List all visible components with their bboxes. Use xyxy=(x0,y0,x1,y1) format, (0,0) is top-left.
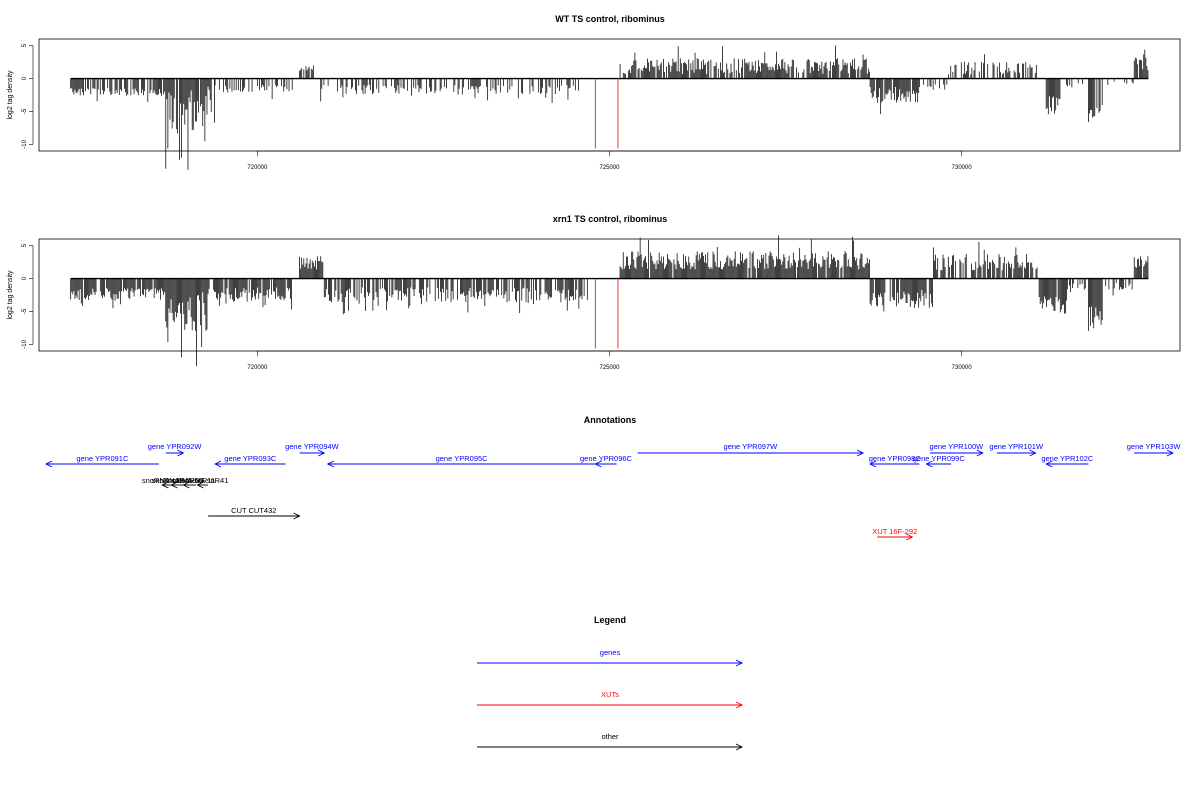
feature-arrow-head xyxy=(214,460,222,468)
legend: Legend genes XUTs other xyxy=(477,615,744,751)
wt-y-axis-label: log2 tag density xyxy=(7,70,14,120)
annotations-title: Annotations xyxy=(584,415,637,425)
feature-arrow-head xyxy=(326,460,334,468)
xrn1-x-tick-label: 720000 xyxy=(247,365,268,371)
feature-label: gene YPR091C xyxy=(76,454,129,463)
feature-arrow-head xyxy=(906,533,914,541)
feature-arrow-head xyxy=(869,460,877,468)
xrn1-coverage-panel: xrn1 TS control, ribominus log2 tag dens… xyxy=(7,214,1181,371)
feature-label: gene YPR093C xyxy=(224,454,277,463)
feature-label: snoRNA snR45 xyxy=(142,476,193,485)
feature-arrow-head xyxy=(925,460,933,468)
legend-arrow-head xyxy=(735,743,744,751)
xrn1-plot-frame xyxy=(38,238,1181,352)
wt-x-tick-label: 720000 xyxy=(247,165,268,171)
feature-arrow-head xyxy=(45,460,53,468)
feature-arrow-head xyxy=(1029,449,1037,457)
feature-label: gene YPR095C xyxy=(436,454,489,463)
legend-label: genes xyxy=(600,648,621,657)
wt-axes: -10 -5 0 5 720000 725000 730000 xyxy=(22,43,1149,171)
feature-arrow-head xyxy=(177,449,185,457)
feature-arrow-head xyxy=(196,481,204,489)
feature-label: gene YPR097W xyxy=(724,442,779,451)
feature-label: gene YPR103W xyxy=(1127,442,1182,451)
feature-label: snoRNA snR41 xyxy=(177,476,228,485)
feature-label: gene YPR100W xyxy=(930,442,985,451)
feature-arrow-head xyxy=(1045,460,1053,468)
feature-label: gene YPR101W xyxy=(989,442,1044,451)
wt-y-tick-label: 0 xyxy=(22,76,28,80)
feature-label: gene YPR098C xyxy=(869,454,922,463)
legend-title: Legend xyxy=(594,615,626,625)
feature-label: gene YPR096C xyxy=(580,454,633,463)
legend-label: other xyxy=(601,732,619,741)
wt-y-tick-label: -5 xyxy=(22,108,28,114)
feature-arrow-head xyxy=(161,481,169,489)
feature-label: gene YPR092W xyxy=(148,442,203,451)
wt-bars xyxy=(70,45,1149,170)
feature-arrow-head xyxy=(293,512,301,520)
legend-label: XUTs xyxy=(601,690,619,699)
feature-label: gene YPR102C xyxy=(1041,454,1094,463)
feature-arrow-head xyxy=(318,449,326,457)
wt-y-tick-label: 5 xyxy=(22,43,28,47)
feature-arrow-head xyxy=(976,449,984,457)
xrn1-panel-title: xrn1 TS control, ribominus xyxy=(553,214,668,224)
legend-arrow-head xyxy=(735,701,744,709)
feature-label: CUT CUT432 xyxy=(231,506,276,515)
feature-label: snoRNA snR11 xyxy=(164,476,215,485)
feature-label: XUT 16F-292 xyxy=(872,527,917,536)
xrn1-y-axis-label: log2 tag density xyxy=(7,270,14,320)
xrn1-y-tick-label: -10 xyxy=(22,339,28,348)
xrn1-x-tick-label: 725000 xyxy=(599,365,620,371)
feature-label: snoRNA snR66 xyxy=(152,476,203,485)
wt-x-tick-label: 730000 xyxy=(952,165,973,171)
xrn1-y-tick-label: 0 xyxy=(22,276,28,280)
feature-arrow-head xyxy=(594,460,602,468)
wt-coverage-panel: WT TS control, ribominus log2 tag densit… xyxy=(7,14,1181,171)
wt-panel-title: WT TS control, ribominus xyxy=(555,14,665,24)
feature-arrow-head xyxy=(1166,449,1174,457)
annotations-track: Annotations gene YPR091C gene YPR092W gene… xyxy=(45,415,1182,541)
legend-arrow-head xyxy=(735,659,744,667)
feature-arrow-head xyxy=(856,449,865,457)
xrn1-y-tick-label: 5 xyxy=(22,243,28,247)
xrn1-bars xyxy=(70,235,1149,367)
feature-arrow-head xyxy=(182,481,190,489)
feature-label: gene YPR094W xyxy=(285,442,340,451)
xrn1-x-tick-label: 730000 xyxy=(952,365,973,371)
feature-arrow-head xyxy=(170,481,178,489)
feature-label: gene YPR099C xyxy=(913,454,966,463)
xrn1-y-tick-label: -5 xyxy=(22,308,28,314)
xrn1-axes: -10 -5 0 5 720000 725000 730000 xyxy=(22,243,1149,371)
wt-y-tick-label: -10 xyxy=(22,139,28,148)
wt-x-tick-label: 725000 xyxy=(599,165,620,171)
